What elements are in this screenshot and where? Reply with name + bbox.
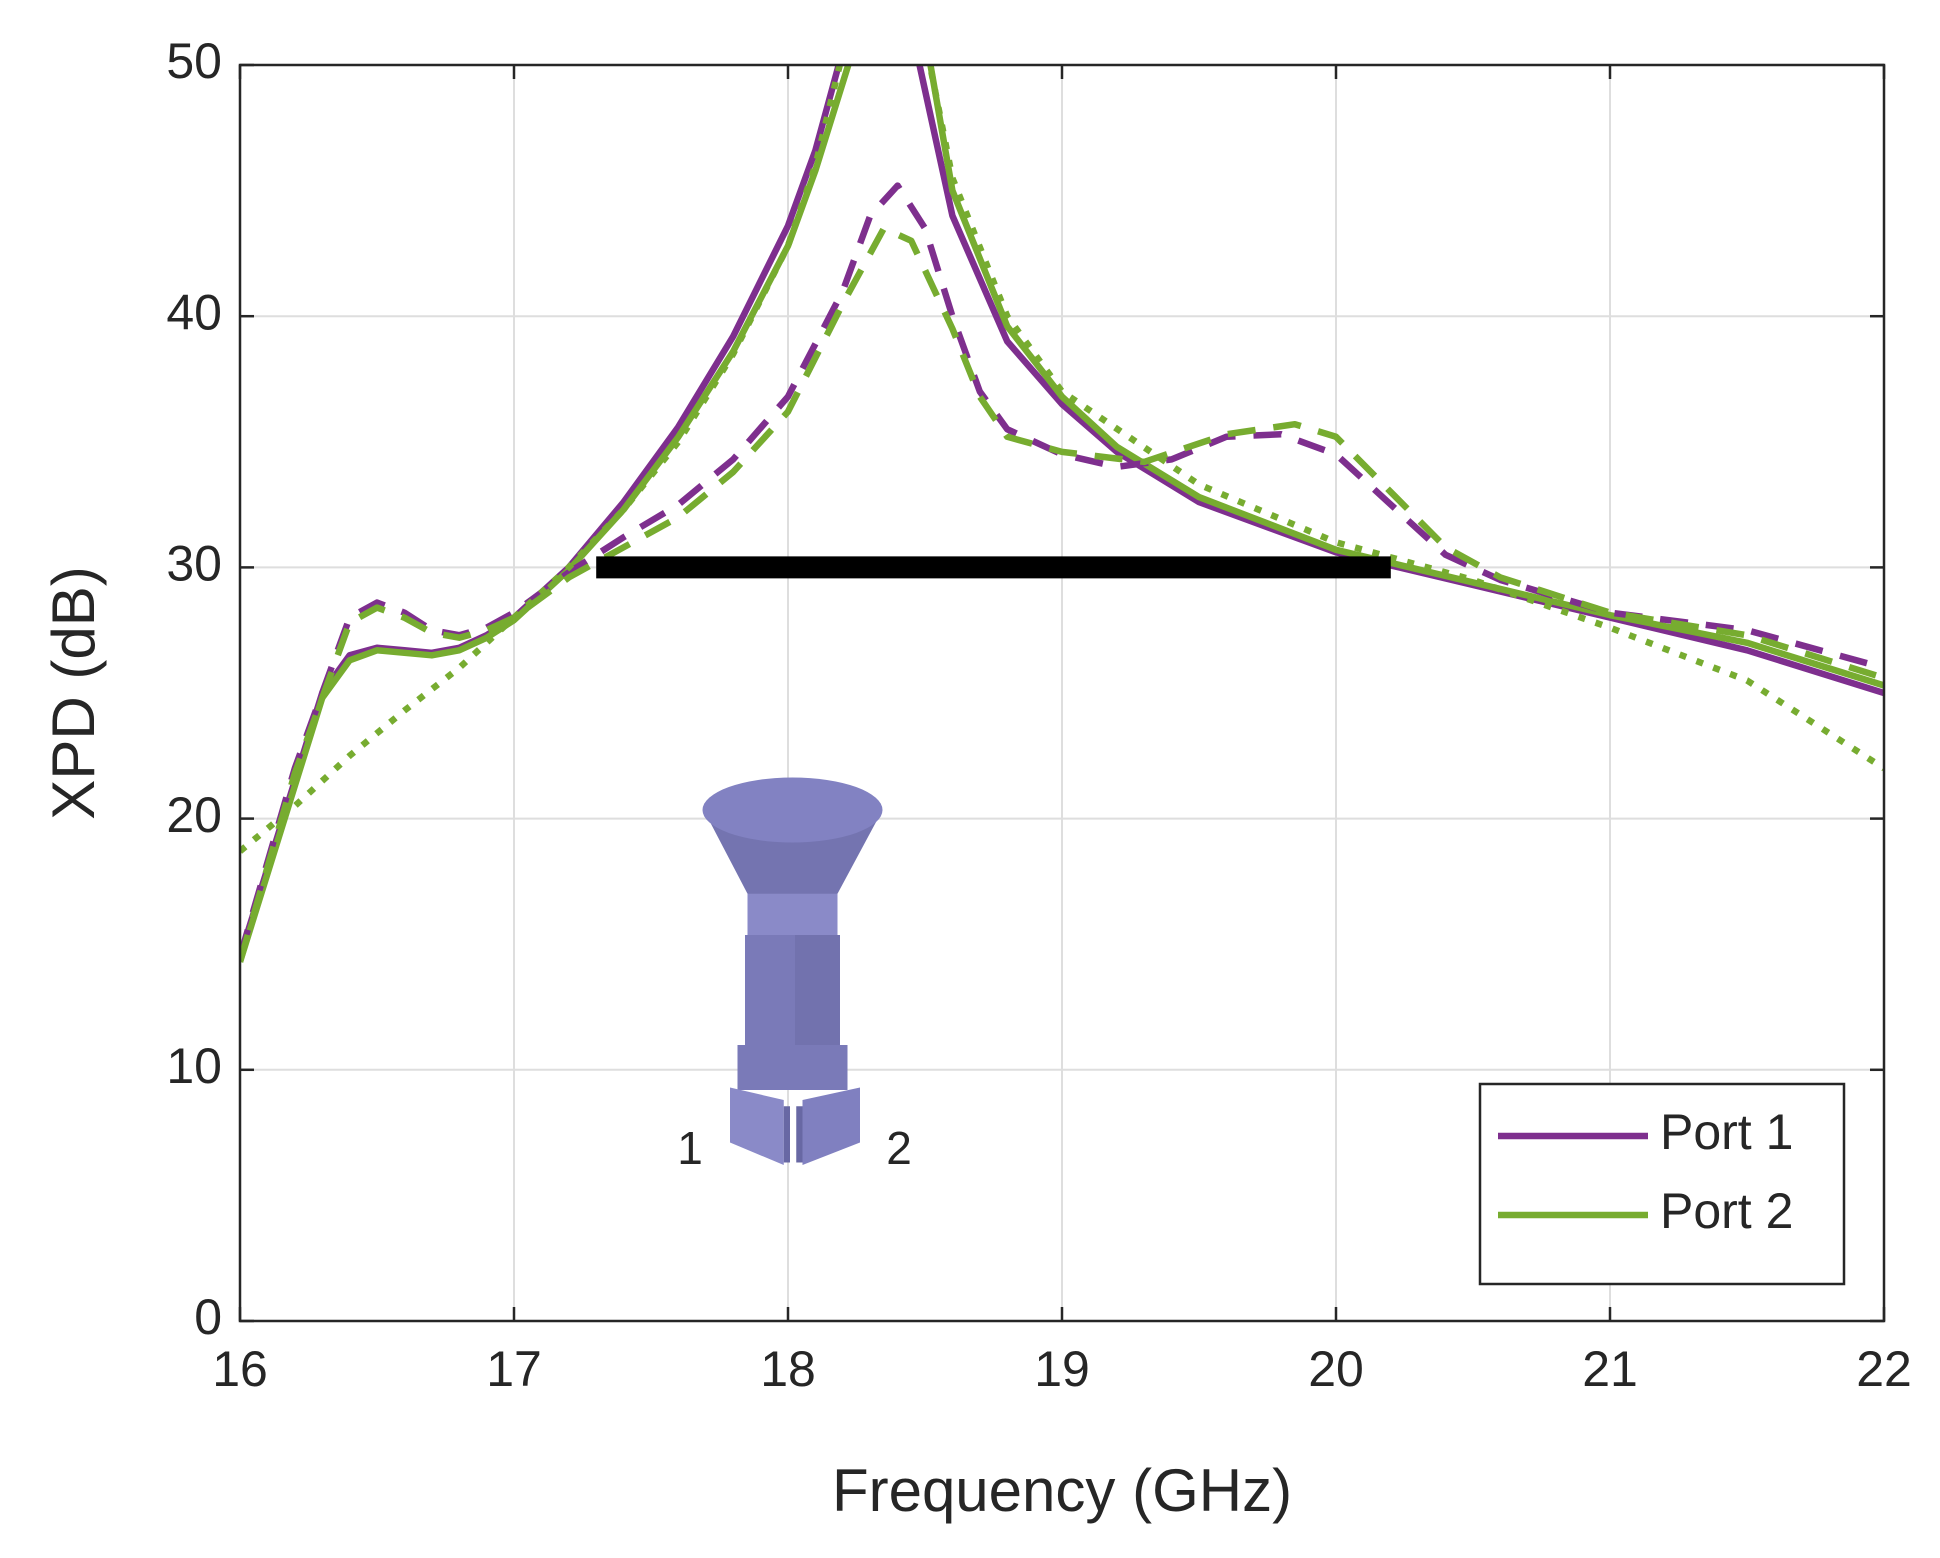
x-tick-label: 17 [486,1341,542,1397]
y-tick-label: 10 [166,1038,222,1094]
legend-label: Port 1 [1660,1104,1793,1160]
y-tick-label: 30 [166,536,222,592]
y-axis-label: XPD (dB) [40,566,107,819]
antenna-inset [702,777,883,1165]
plot-area [240,65,1884,963]
x-tick-label: 20 [1308,1341,1364,1397]
x-axis-label: Frequency (GHz) [832,1457,1292,1524]
y-tick-label: 50 [166,33,222,89]
x-tick-label: 16 [212,1341,268,1397]
series-line [240,65,1884,963]
legend-label: Port 2 [1660,1183,1793,1239]
series-line [240,225,1884,963]
legend-box [1478,1082,1846,1286]
port-annotation: 2 [886,1122,912,1174]
x-tick-label: 21 [1582,1341,1638,1397]
x-tick-label: 22 [1856,1341,1912,1397]
y-tick-label: 20 [166,787,222,843]
y-tick-label: 40 [166,284,222,340]
series-line [240,182,1884,958]
series-line [240,65,1884,854]
y-tick-label: 0 [194,1289,222,1345]
port-annotation: 1 [677,1122,703,1174]
x-tick-label: 19 [1034,1341,1090,1397]
x-tick-label: 18 [760,1341,816,1397]
